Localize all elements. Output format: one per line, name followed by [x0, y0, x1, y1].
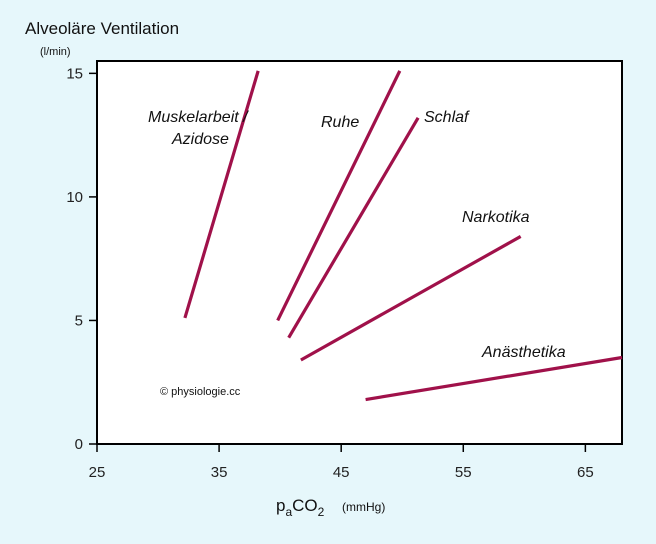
- series-line-3: [300, 235, 522, 362]
- y-tick-label: 10: [66, 189, 83, 206]
- x-axis-label: paCO2: [276, 496, 325, 519]
- x-axis: 25 35 45 55 65: [89, 444, 594, 481]
- series-label-narkotika: Narkotika: [462, 209, 530, 226]
- series-label-schlaf: Schlaf: [424, 109, 470, 126]
- x-tick-label: 55: [455, 464, 472, 481]
- series-line-1: [276, 70, 402, 322]
- y-axis: 0 5 10 15: [66, 65, 97, 453]
- copyright-annotation: © physiologie.cc: [160, 386, 241, 398]
- x-tick-label: 65: [577, 464, 594, 481]
- x-tick-label: 45: [333, 464, 350, 481]
- series-line-4: [365, 355, 623, 402]
- x-axis-unit: (mmHg): [342, 500, 385, 514]
- series-label-azidose: Azidose: [171, 131, 229, 148]
- chart-title: Alveoläre Ventilation: [25, 19, 179, 38]
- y-tick-label: 15: [66, 65, 83, 82]
- series-line-2: [287, 117, 420, 339]
- series-label-anaesthetika: Anästhetika: [481, 344, 566, 361]
- series-label-muskelarbeit: Muskelarbeit /: [148, 109, 249, 126]
- y-tick-label: 0: [75, 436, 83, 453]
- x-tick-label: 35: [211, 464, 228, 481]
- x-label-co: CO: [292, 496, 318, 515]
- series-lines: [183, 70, 623, 402]
- y-tick-label: 5: [75, 312, 83, 329]
- series-label-ruhe: Ruhe: [321, 114, 359, 131]
- x-label-sub-2: 2: [318, 505, 325, 519]
- x-label-sub-a: a: [285, 505, 292, 519]
- y-axis-unit: (l/min): [40, 46, 71, 58]
- x-tick-label: 25: [89, 464, 106, 481]
- x-label-p: p: [276, 496, 285, 515]
- series-line-0: [183, 70, 260, 319]
- plot-area: [96, 60, 623, 445]
